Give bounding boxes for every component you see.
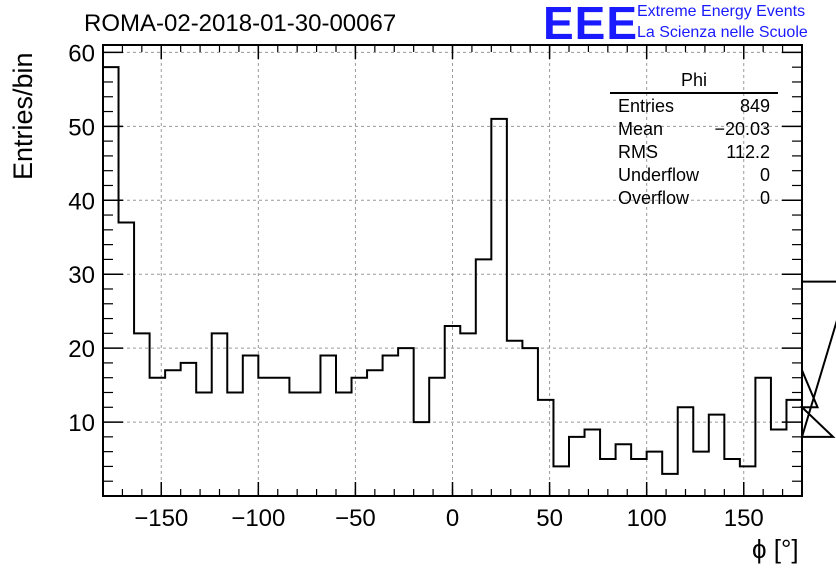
eee-logo-mark: EEE (543, 0, 639, 49)
logo-text-line1: Extreme Energy Events (637, 3, 806, 20)
stats-row-entries: Entries 849 (610, 95, 778, 118)
x-tick-label: 0 (446, 505, 459, 532)
y-tick-label: 40 (68, 188, 95, 215)
stats-label: RMS (618, 142, 658, 162)
axis-tick-labels: −150 −100 −50 0 50 100 150 10 20 30 40 50 60 (68, 40, 763, 532)
axis-ticks (103, 45, 802, 496)
y-axis-label: Entries/bin (8, 52, 38, 180)
stats-box: Phi Entries 849 Mean −20.03 RMS 112.2 Un… (610, 70, 778, 210)
x-tick-label: −50 (335, 505, 376, 532)
stats-row-overflow: Overflow 0 (610, 187, 778, 210)
stats-value: 849 (739, 96, 770, 116)
stats-row-rms: RMS 112.2 (610, 141, 778, 164)
x-tick-label: 100 (627, 505, 667, 532)
y-tick-label: 20 (68, 336, 95, 363)
y-tick-label: 50 (68, 114, 95, 141)
stats-row-mean: Mean −20.03 (610, 118, 778, 141)
x-tick-label: 150 (724, 505, 764, 532)
stats-label: Mean (618, 119, 664, 139)
y-tick-label: 60 (68, 40, 95, 67)
x-tick-label: −100 (231, 505, 285, 532)
chart-title: ROMA-02-2018-01-30-00067 (84, 10, 397, 37)
stats-value: 0 (759, 165, 770, 185)
stats-value: 112.2 (726, 142, 770, 162)
logo-text-line2: La Scienza nelle Scuole (637, 24, 808, 41)
stats-label: Overflow (618, 188, 690, 208)
stats-label: Entries (618, 96, 675, 116)
y-tick-label: 30 (68, 262, 95, 289)
x-tick-label: −150 (134, 505, 188, 532)
stats-value: −20.03 (714, 119, 770, 139)
histogram-outline (102, 66, 836, 496)
stats-title: Phi (610, 70, 778, 94)
x-axis-label: ϕ [°] (752, 534, 799, 564)
stats-label: Underflow (618, 165, 700, 185)
y-tick-label: 10 (68, 410, 95, 437)
stats-row-underflow: Underflow 0 (610, 164, 778, 187)
stats-value: 0 (759, 188, 770, 208)
x-tick-label: 50 (536, 505, 563, 532)
